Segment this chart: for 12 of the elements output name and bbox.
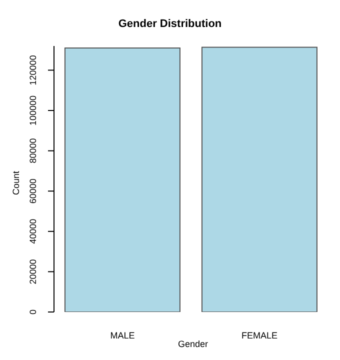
x-axis-title: Gender bbox=[176, 339, 210, 349]
y-tick-label: 0 bbox=[28, 309, 38, 315]
y-tick-label: 40000 bbox=[28, 218, 38, 244]
x-tick-label: MALE bbox=[110, 330, 135, 340]
chart-title: Gender Distribution bbox=[117, 18, 223, 30]
y-tick-label: 80000 bbox=[28, 138, 38, 164]
y-tick-label: 60000 bbox=[28, 178, 38, 204]
y-axis-title: Count bbox=[11, 170, 21, 198]
y-tick-label: 100000 bbox=[28, 95, 38, 126]
x-tick-label: FEMALE bbox=[241, 330, 278, 340]
y-tick-label: 120000 bbox=[28, 55, 38, 86]
y-tick-label: 20000 bbox=[28, 259, 38, 284]
